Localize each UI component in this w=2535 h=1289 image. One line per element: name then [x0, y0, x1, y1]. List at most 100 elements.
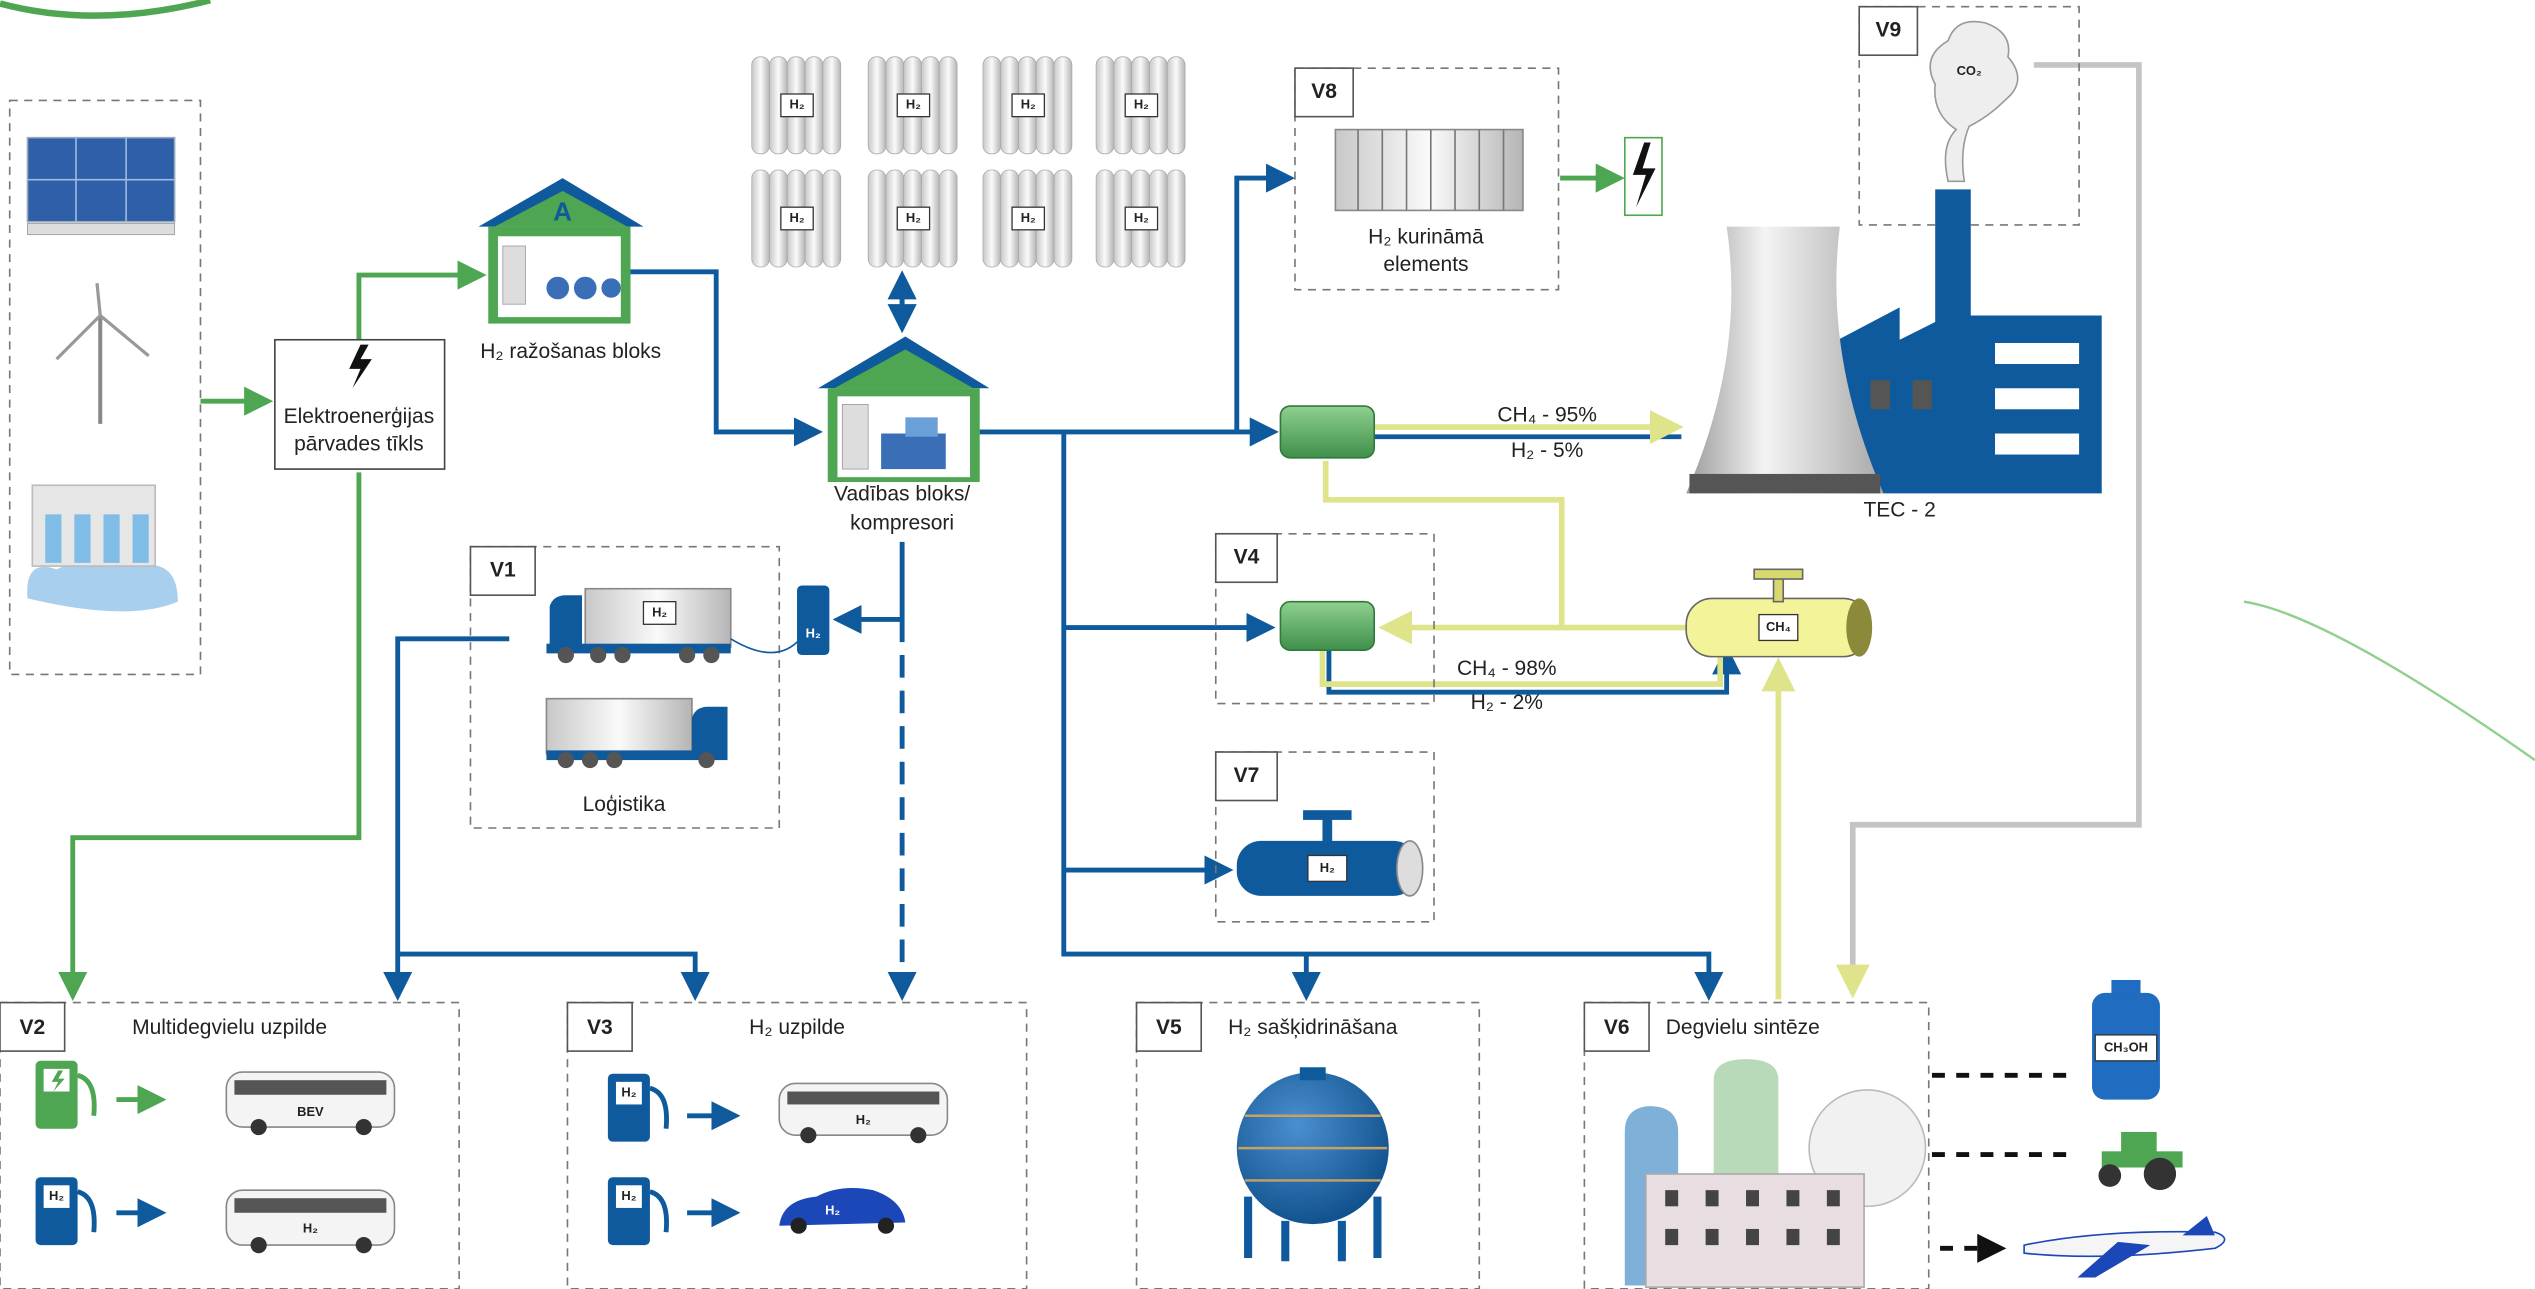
tank-label: H₂ — [789, 210, 804, 225]
control-building-rect — [881, 434, 946, 470]
decor-path — [2244, 602, 2535, 760]
renewables — [10, 100, 201, 674]
tank-part — [1096, 57, 1114, 154]
production-building-circle — [601, 278, 620, 297]
tank-part — [983, 170, 1001, 267]
synthesis-block-g-rect — [1786, 1229, 1799, 1245]
tank-label: H₂ — [1021, 210, 1036, 225]
dispenser-label: H₂ — [806, 625, 821, 640]
control-building: Vadības bloks/ kompresori — [818, 337, 989, 535]
block-id: V7 — [1234, 764, 1260, 787]
h2-tank: H₂ — [752, 57, 841, 154]
logistics-block-rect — [797, 585, 829, 655]
mixer-rect — [1280, 602, 1374, 651]
logistics-block-circle — [590, 647, 606, 663]
tank-part — [823, 57, 841, 154]
fuel-cell-label: elements — [1383, 253, 1468, 276]
control-building-rect — [842, 404, 868, 469]
h2-tank: H₂ — [1096, 170, 1185, 267]
production-building-circle — [574, 277, 597, 300]
production-label: H₂ ražošanas bloks — [480, 340, 661, 363]
pump-label: H₂ — [621, 1188, 636, 1203]
hydrogen-lines-path — [398, 639, 510, 996]
products-circle — [2098, 1164, 2121, 1187]
tank-label: H₂ — [906, 97, 921, 112]
tank-part — [939, 170, 957, 267]
block-id: V6 — [1604, 1016, 1630, 1039]
logistics-block-path — [550, 595, 582, 647]
tank-part — [823, 170, 841, 267]
h2-station-block: V3 H₂ uzpilde H₂ H₂ H₂ H₂ — [567, 1003, 1026, 1289]
synthesis-block-g-rect — [1746, 1229, 1759, 1245]
production-building-rect — [503, 246, 526, 304]
electricity-lines-path — [359, 275, 482, 340]
logistics-block-circle — [703, 647, 719, 663]
block-title: H₂ uzpilde — [749, 1016, 845, 1039]
logistics-block-rect — [546, 699, 692, 754]
block-id: V9 — [1875, 19, 1901, 42]
products-path — [1932, 1075, 2074, 1248]
products: CH₃OH — [1932, 980, 2225, 1277]
products-circle — [2144, 1158, 2176, 1190]
tank-part — [752, 170, 770, 267]
tank-part — [868, 170, 886, 267]
logistics-block-circle — [679, 647, 695, 663]
hydrogen-lines-path — [1064, 432, 1709, 996]
block-title: Multidegvielu uzpilde — [132, 1016, 327, 1039]
cargo-label: H₂ — [652, 604, 667, 619]
h2-station-block-rect — [779, 1083, 947, 1135]
gas-pipeline: CH₄ — [1686, 569, 1872, 656]
mixer-rect — [1280, 406, 1374, 458]
blend-label: H₂ - 2% — [1471, 691, 1543, 714]
tank-part — [1167, 57, 1185, 154]
tank-part — [868, 57, 886, 154]
h2-station-block-circle — [910, 1127, 926, 1143]
synthesis-block-g-rect — [1706, 1190, 1719, 1206]
logistics-block-rect — [546, 644, 730, 654]
multifuel-block-circle — [251, 1119, 267, 1135]
tank-part — [1167, 170, 1185, 267]
production-icon: A — [553, 198, 572, 226]
block-id: V8 — [1311, 80, 1337, 103]
logistics-block-circle — [698, 752, 714, 768]
logistics-block-circle — [614, 647, 630, 663]
control-label: Vadības bloks/ — [834, 483, 970, 506]
co2-line — [1853, 65, 2139, 993]
gas-pipeline-ellipse — [1846, 598, 1872, 656]
renewables-rect — [133, 514, 149, 563]
synthesis-block-g-rect — [1665, 1229, 1678, 1245]
products-rect — [2111, 980, 2140, 996]
logistics-block-circle — [558, 647, 574, 663]
co2-label: CO₂ — [1957, 63, 1982, 78]
electricity-lines — [73, 178, 1620, 1100]
renewables-rect — [103, 514, 119, 563]
page: Elektroenerģijas pārvades tīkls A H₂ raž… — [0, 0, 2535, 1289]
h2-station-block-circle — [878, 1218, 894, 1234]
blend-label: CH₄ - 95% — [1497, 403, 1597, 426]
multifuel-block-circle — [251, 1237, 267, 1253]
tank-label: H₂ — [1134, 97, 1149, 112]
h2-station-block-rect — [567, 1003, 1026, 1289]
control-building-rect — [905, 417, 937, 436]
tank-part — [939, 57, 957, 154]
tank-label: H₂ — [1134, 210, 1149, 225]
block-id: V3 — [587, 1016, 613, 1039]
block-title: Degvielu sintēze — [1666, 1016, 1820, 1039]
h2-tank: H₂ — [868, 170, 957, 267]
h2-pipe-block-rect — [1303, 810, 1352, 820]
h2-tank: H₂ — [983, 170, 1072, 267]
pipe-label: CH₄ — [1766, 619, 1791, 634]
gas-pipeline-rect — [1754, 569, 1803, 579]
grid-box: Elektroenerģijas pārvades tīkls — [275, 340, 445, 469]
decor-path — [0, 0, 210, 15]
h2-station-block-path — [650, 1088, 667, 1128]
grid-label: Elektroenerģijas — [284, 405, 435, 428]
synthesis-block-g-rect — [1746, 1190, 1759, 1206]
h2-tank: H₂ — [752, 170, 841, 267]
power-plant-rect — [1995, 343, 2079, 364]
fuel-cell-label: H₂ kurināmā — [1368, 225, 1484, 248]
blend-label: CH₄ - 98% — [1457, 657, 1557, 680]
pump-label: H₂ — [49, 1188, 64, 1203]
h2-station-block-path — [650, 1192, 667, 1232]
synthesis-block-g-rect — [1827, 1190, 1840, 1206]
